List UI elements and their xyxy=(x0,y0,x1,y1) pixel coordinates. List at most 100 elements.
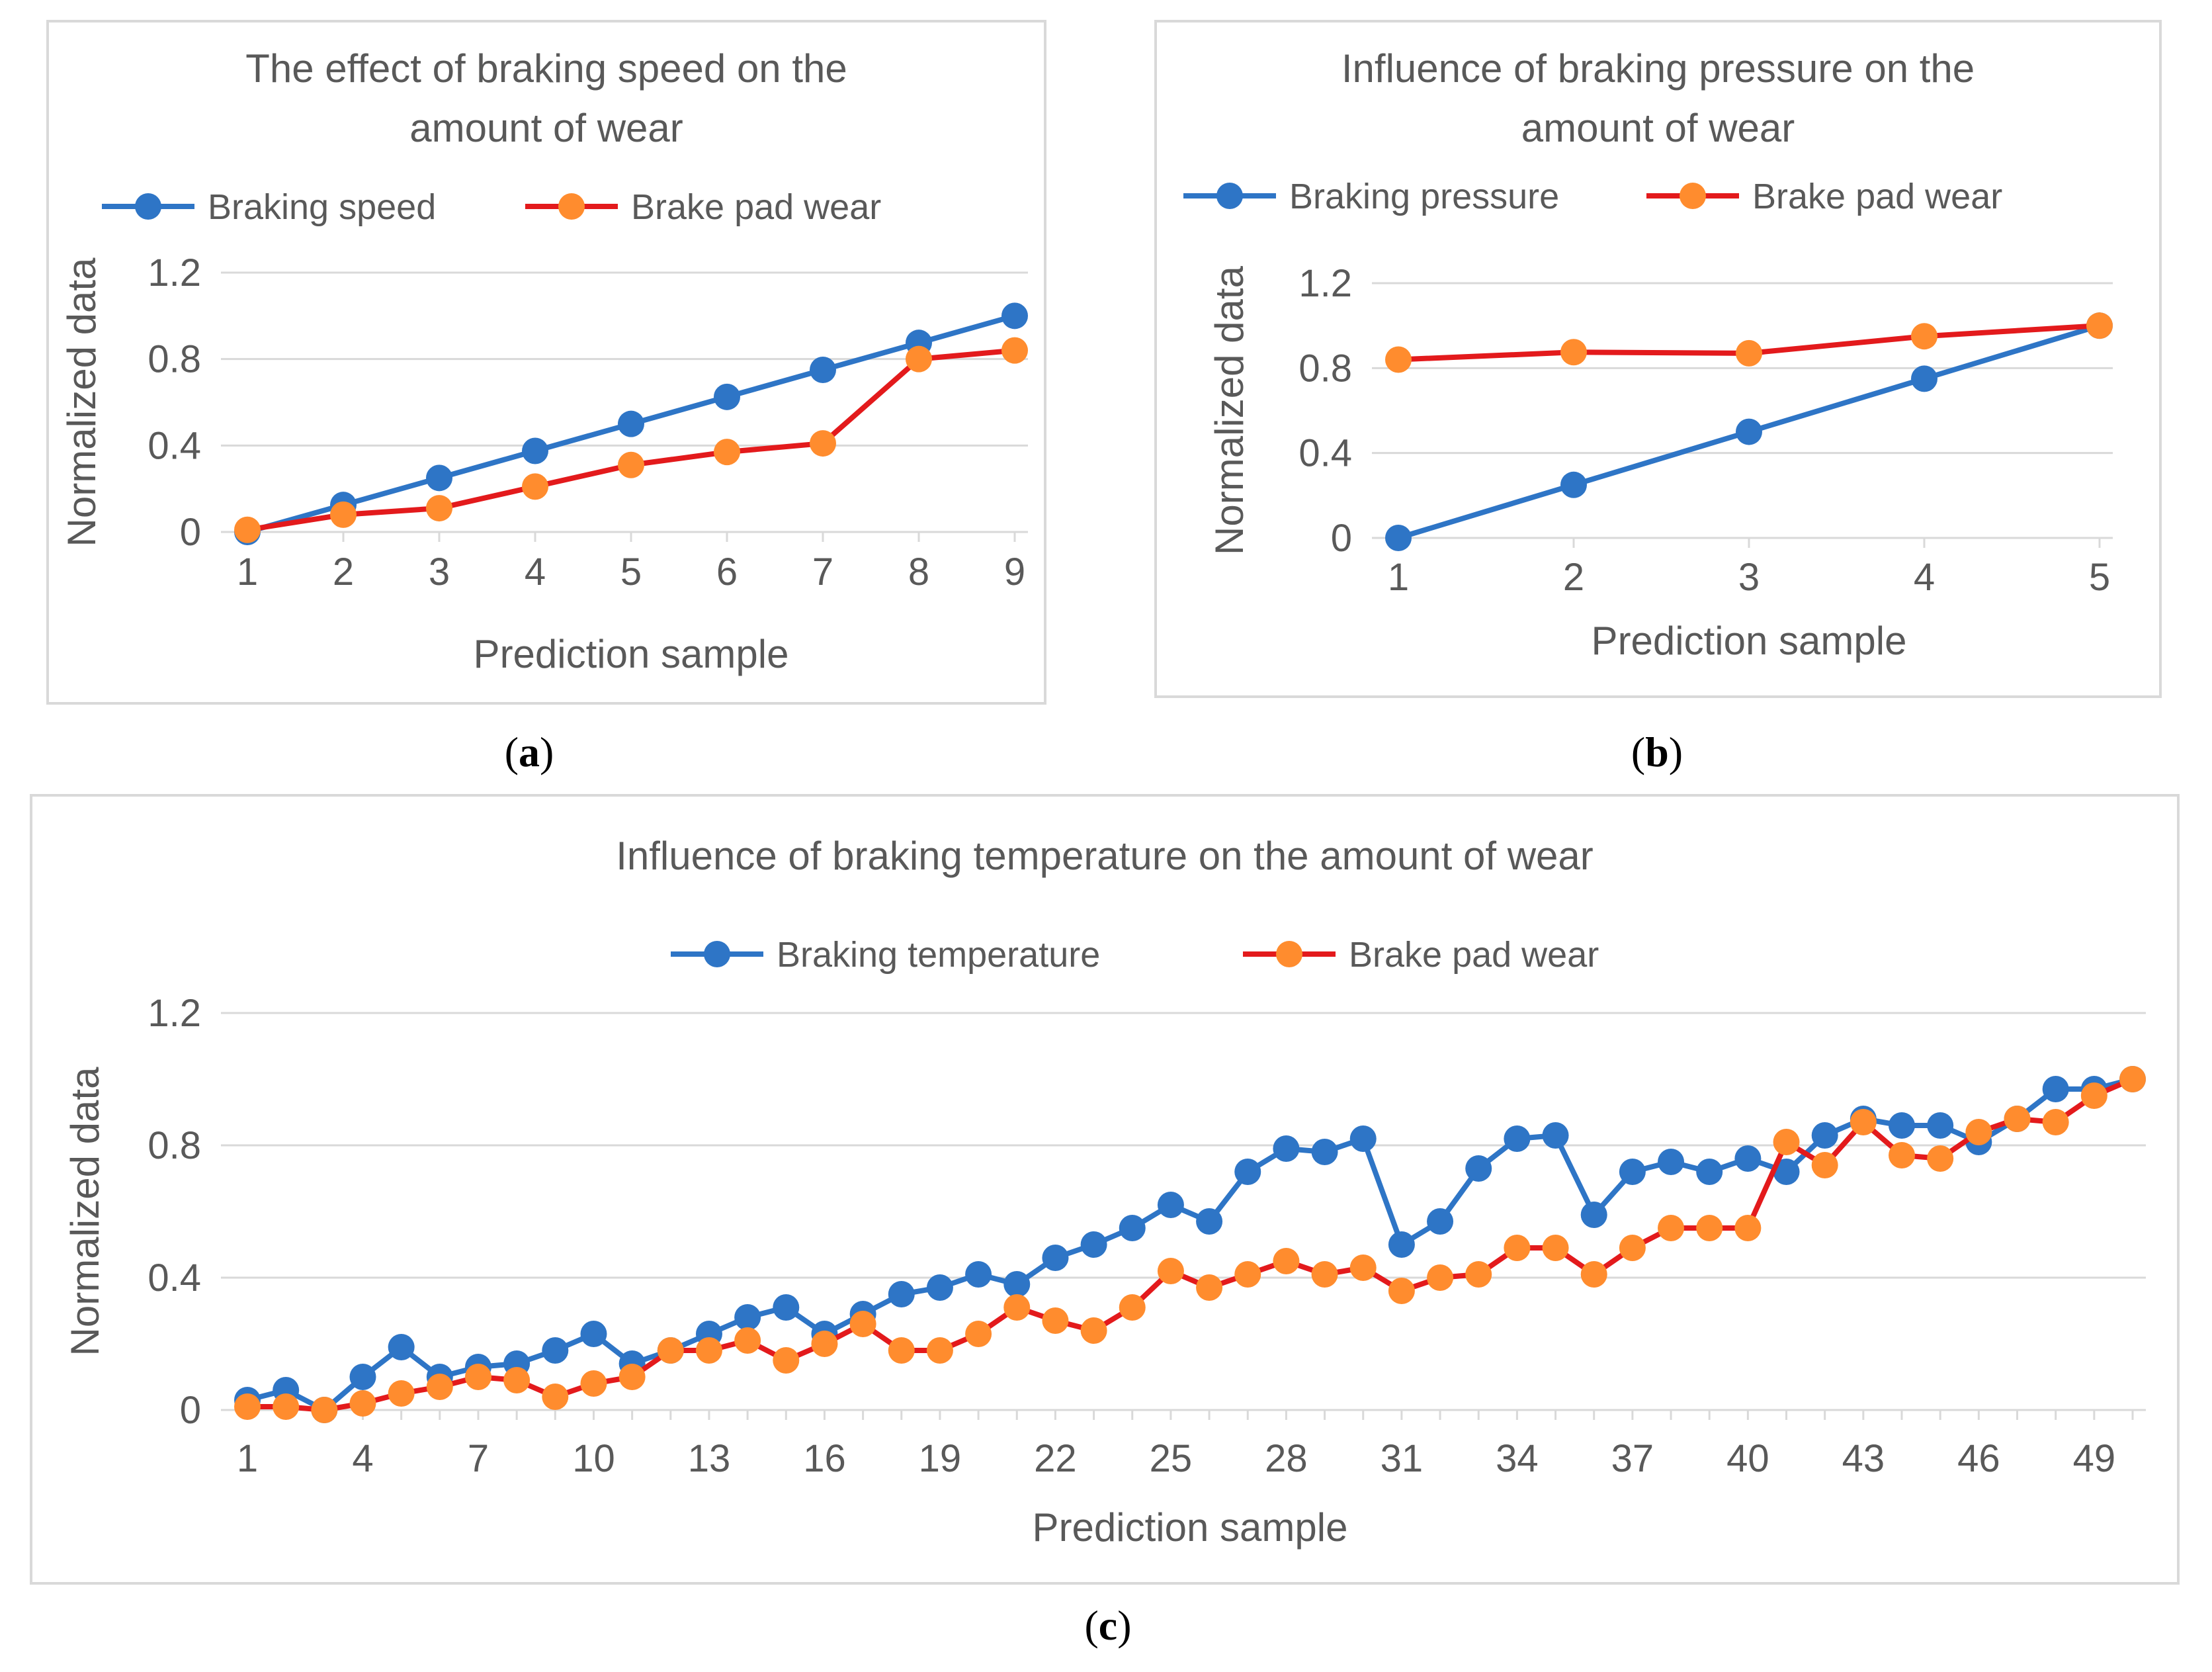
legend-marker xyxy=(1216,183,1243,209)
x-axis-label: Prediction sample xyxy=(474,632,789,676)
x-axis-label: Prediction sample xyxy=(1592,619,1907,663)
x-tick-label: 31 xyxy=(1381,1437,1424,1480)
data-point xyxy=(1385,525,1412,551)
data-point xyxy=(1080,1231,1107,1258)
data-point xyxy=(1001,302,1028,330)
y-tick-label: 0.4 xyxy=(148,1256,201,1299)
x-tick-label: 40 xyxy=(1726,1437,1769,1480)
data-point xyxy=(1042,1307,1069,1334)
data-point xyxy=(965,1261,992,1288)
data-point xyxy=(811,1331,838,1357)
data-point xyxy=(1911,365,1937,392)
data-point xyxy=(1850,1109,1877,1135)
data-point xyxy=(1658,1215,1685,1241)
data-point xyxy=(734,1327,761,1354)
data-point xyxy=(1465,1155,1492,1182)
data-point xyxy=(1889,1112,1916,1139)
data-point xyxy=(926,1337,953,1364)
data-point xyxy=(1427,1264,1454,1291)
data-point xyxy=(311,1397,338,1423)
data-point xyxy=(1542,1122,1569,1149)
x-tick-label: 6 xyxy=(716,550,738,594)
legend-label: Brake pad wear xyxy=(631,187,881,227)
data-point xyxy=(965,1321,992,1347)
x-tick-label: 49 xyxy=(2073,1437,2116,1480)
data-point xyxy=(1311,1261,1338,1288)
y-axis-label: Normalized data xyxy=(63,1067,107,1356)
data-point xyxy=(1388,1231,1415,1258)
data-point xyxy=(1196,1274,1223,1301)
chart-b: Influence of braking pressure on the amou… xyxy=(1183,46,2113,663)
data-point xyxy=(426,1374,453,1400)
data-point xyxy=(1773,1159,1800,1185)
data-point xyxy=(1619,1159,1646,1185)
y-axis-label: Normalized data xyxy=(1207,265,1252,555)
data-point xyxy=(1927,1112,1954,1139)
data-point xyxy=(1311,1139,1338,1165)
chart-title: amount of wear xyxy=(409,106,683,150)
data-point xyxy=(1658,1149,1685,1175)
y-tick-label: 0.8 xyxy=(1298,347,1352,390)
y-tick-label: 0.8 xyxy=(148,338,201,381)
data-point xyxy=(1927,1145,1954,1172)
data-point xyxy=(2080,1082,2107,1109)
x-tick-label: 46 xyxy=(1957,1437,2000,1480)
x-tick-label: 1 xyxy=(237,1437,258,1480)
data-point xyxy=(542,1337,569,1364)
data-point xyxy=(888,1337,915,1364)
data-point xyxy=(1696,1215,1723,1241)
data-point xyxy=(1273,1135,1300,1162)
data-point xyxy=(1119,1215,1146,1241)
x-tick-label: 1 xyxy=(1388,556,1409,599)
x-tick-label: 3 xyxy=(429,550,450,594)
chart-c: Influence of braking temperature on the … xyxy=(63,834,2146,1550)
legend: Braking speed Brake pad wear xyxy=(102,187,881,227)
legend-marker xyxy=(704,941,730,967)
data-point xyxy=(1619,1235,1646,1261)
data-point xyxy=(273,1393,300,1420)
series-1 xyxy=(234,1066,2146,1423)
data-point xyxy=(503,1367,531,1393)
data-point xyxy=(1736,418,1762,445)
x-tick-label: 4 xyxy=(352,1437,373,1480)
series-line xyxy=(247,347,1015,533)
x-tick-label: 37 xyxy=(1611,1437,1654,1480)
data-point xyxy=(1504,1125,1531,1152)
data-point xyxy=(464,1364,491,1390)
data-point xyxy=(849,1311,876,1337)
legend-label: Braking temperature xyxy=(777,935,1100,975)
legend-label: Braking speed xyxy=(208,187,436,227)
data-point xyxy=(1734,1145,1762,1172)
x-tick-label: 4 xyxy=(525,550,546,594)
data-point xyxy=(2119,1066,2146,1092)
x-tick-label: 34 xyxy=(1496,1437,1539,1480)
data-point xyxy=(522,437,548,464)
series-line xyxy=(247,1077,2133,1413)
data-point xyxy=(618,410,644,437)
data-point xyxy=(1196,1208,1223,1235)
x-tick-label: 3 xyxy=(1738,556,1760,599)
legend: Braking temperature Brake pad wear xyxy=(671,935,1599,975)
data-point xyxy=(618,451,644,478)
legend-label: Braking pressure xyxy=(1289,177,1559,216)
chart-title: Influence of braking pressure on the xyxy=(1341,46,1975,91)
x-axis-label: Prediction sample xyxy=(1033,1505,1348,1550)
chart-panel-b: Influence of braking pressure on the amou… xyxy=(1154,20,2162,698)
data-point xyxy=(388,1380,415,1407)
data-point xyxy=(1911,323,1937,350)
data-point xyxy=(580,1321,607,1347)
x-tick-label: 16 xyxy=(803,1437,846,1480)
data-point xyxy=(714,383,740,410)
data-point xyxy=(1773,1129,1800,1155)
data-point xyxy=(426,464,452,492)
y-tick-label: 1.2 xyxy=(1298,262,1352,305)
gridlines xyxy=(221,271,1028,533)
data-point xyxy=(1736,339,1762,367)
data-point xyxy=(1080,1317,1107,1344)
data-point xyxy=(1504,1235,1531,1261)
chart-title: Influence of braking temperature on the … xyxy=(616,834,1594,878)
data-point xyxy=(1388,1278,1415,1304)
caption-c: (c) xyxy=(1084,1602,1132,1649)
data-point xyxy=(1234,1261,1261,1288)
x-tick-label: 9 xyxy=(1004,550,1025,594)
